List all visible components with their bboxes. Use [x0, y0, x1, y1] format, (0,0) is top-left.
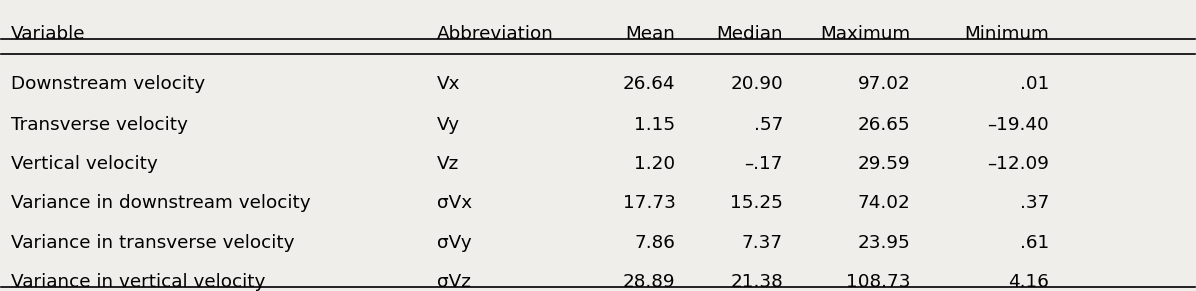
Text: Mean: Mean: [626, 25, 676, 43]
Text: Minimum: Minimum: [964, 25, 1049, 43]
Text: 7.86: 7.86: [635, 234, 676, 252]
Text: .01: .01: [1020, 75, 1049, 93]
Text: 97.02: 97.02: [858, 75, 910, 93]
Text: .37: .37: [1020, 194, 1049, 212]
Text: Vx: Vx: [437, 75, 460, 93]
Text: 4.16: 4.16: [1008, 273, 1049, 291]
Text: Variance in transverse velocity: Variance in transverse velocity: [11, 234, 294, 252]
Text: Median: Median: [716, 25, 783, 43]
Text: Transverse velocity: Transverse velocity: [11, 116, 188, 134]
Text: 28.89: 28.89: [623, 273, 676, 291]
Text: σVx: σVx: [437, 194, 472, 212]
Text: 108.73: 108.73: [846, 273, 910, 291]
Text: .61: .61: [1020, 234, 1049, 252]
Text: Variable: Variable: [11, 25, 85, 43]
Text: 1.20: 1.20: [634, 155, 676, 173]
Text: Vy: Vy: [437, 116, 460, 134]
Text: –.17: –.17: [744, 155, 783, 173]
Text: 29.59: 29.59: [858, 155, 910, 173]
Text: 26.65: 26.65: [858, 116, 910, 134]
Text: Abbreviation: Abbreviation: [437, 25, 554, 43]
Text: 23.95: 23.95: [858, 234, 910, 252]
Text: 1.15: 1.15: [634, 116, 676, 134]
Text: 26.64: 26.64: [623, 75, 676, 93]
Text: Variance in downstream velocity: Variance in downstream velocity: [11, 194, 311, 212]
Text: Vertical velocity: Vertical velocity: [11, 155, 158, 173]
Text: 20.90: 20.90: [731, 75, 783, 93]
Text: 7.37: 7.37: [742, 234, 783, 252]
Text: σVz: σVz: [437, 273, 471, 291]
Text: 15.25: 15.25: [730, 194, 783, 212]
Text: Variance in vertical velocity: Variance in vertical velocity: [11, 273, 266, 291]
Text: Maximum: Maximum: [820, 25, 910, 43]
Text: .57: .57: [753, 116, 783, 134]
Text: Downstream velocity: Downstream velocity: [11, 75, 205, 93]
Text: Vz: Vz: [437, 155, 459, 173]
Text: σVy: σVy: [437, 234, 471, 252]
Text: 74.02: 74.02: [858, 194, 910, 212]
Text: 17.73: 17.73: [623, 194, 676, 212]
Text: –12.09: –12.09: [987, 155, 1049, 173]
Text: 21.38: 21.38: [731, 273, 783, 291]
Text: –19.40: –19.40: [987, 116, 1049, 134]
